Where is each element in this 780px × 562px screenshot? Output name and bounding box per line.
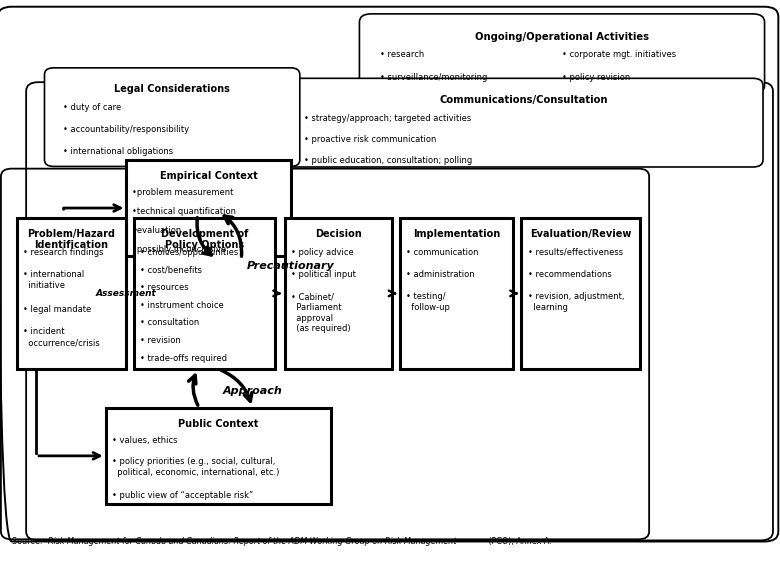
Text: • consultation: • consultation	[140, 319, 200, 328]
Text: Ongoing/Operational Activities: Ongoing/Operational Activities	[475, 32, 649, 42]
Text: • public education, consultation; polling: • public education, consultation; pollin…	[303, 156, 472, 165]
Text: Precautionary: Precautionary	[246, 261, 335, 271]
Text: • legal mandate: • legal mandate	[23, 305, 91, 314]
Text: • international
  initiative: • international initiative	[23, 270, 84, 290]
Text: •evaluation: •evaluation	[133, 226, 182, 235]
FancyBboxPatch shape	[360, 14, 764, 94]
Text: •technical quantification: •technical quantification	[133, 207, 236, 216]
Text: Empirical Context: Empirical Context	[160, 171, 257, 181]
Text: • revision, adjustment,
  learning: • revision, adjustment, learning	[527, 292, 624, 312]
Text: • Cabinet/
  Parliament
  approval
  (as required): • Cabinet/ Parliament approval (as requi…	[291, 292, 350, 333]
Text: Evaluation/Review: Evaluation/Review	[530, 229, 631, 239]
Text: • political input: • political input	[291, 270, 356, 279]
Text: • cost/benefits: • cost/benefits	[140, 266, 202, 275]
Bar	[105, 407, 332, 504]
Bar	[400, 217, 513, 369]
Bar	[285, 217, 392, 369]
Text: • choices/opportunities: • choices/opportunities	[140, 248, 239, 257]
Text: • recommendations: • recommendations	[527, 270, 612, 279]
Text: • incident
  occurrence/crisis: • incident occurrence/crisis	[23, 327, 100, 347]
Text: • testing/
  follow-up: • testing/ follow-up	[406, 292, 450, 312]
Text: • corporate mgt. initiatives: • corporate mgt. initiatives	[562, 49, 676, 58]
Text: • strategy/approach; targeted activities: • strategy/approach; targeted activities	[303, 114, 471, 123]
Bar	[522, 217, 640, 369]
Text: • communication: • communication	[406, 248, 479, 257]
Text: • research: • research	[380, 49, 424, 58]
Text: • international obligations: • international obligations	[63, 147, 173, 156]
Text: Problem/Hazard
Identification: Problem/Hazard Identification	[27, 229, 115, 250]
FancyBboxPatch shape	[44, 68, 300, 166]
Text: • surveillance/monitoring: • surveillance/monitoring	[380, 73, 488, 82]
Text: Implementation: Implementation	[413, 229, 500, 239]
Text: • trade-offs required: • trade-offs required	[140, 353, 227, 362]
Text: Legal Considerations: Legal Considerations	[114, 84, 230, 94]
Text: • accountability/responsibility: • accountability/responsibility	[63, 125, 189, 134]
Bar	[17, 217, 126, 369]
Text: • duty of care: • duty of care	[63, 103, 121, 112]
Text: • instrument choice: • instrument choice	[140, 301, 224, 310]
Text: Communications/Consultation: Communications/Consultation	[439, 96, 608, 106]
FancyBboxPatch shape	[285, 78, 763, 167]
Text: Assessment: Assessment	[96, 289, 157, 298]
Bar	[134, 217, 275, 369]
Text: • proactive risk communication: • proactive risk communication	[303, 135, 436, 144]
Text: •possibly inconclusive: •possibly inconclusive	[133, 244, 226, 253]
Text: • research findings: • research findings	[23, 248, 104, 257]
Text: •problem measurement: •problem measurement	[133, 188, 234, 197]
Text: Source:: Source:	[12, 537, 44, 546]
Text: • policy advice: • policy advice	[291, 248, 353, 257]
Text: Public Context: Public Context	[178, 419, 259, 429]
Text: • public view of “acceptable risk”: • public view of “acceptable risk”	[112, 491, 253, 500]
Text: • policy priorities (e.g., social, cultural,
  political, economic, internationa: • policy priorities (e.g., social, cultu…	[112, 457, 279, 477]
Text: Decision: Decision	[314, 229, 361, 239]
Bar	[126, 160, 291, 256]
Text: Approach: Approach	[222, 386, 282, 396]
Text: • values, ethics: • values, ethics	[112, 436, 177, 445]
Text: • policy revision: • policy revision	[562, 73, 630, 82]
Text: Development of
Policy Options: Development of Policy Options	[161, 229, 248, 250]
Text: Risk Management for Canada and Canadians: Report of the ADM Working Group on Ris: Risk Management for Canada and Canadians…	[48, 537, 456, 546]
Text: • revision: • revision	[140, 336, 181, 345]
Text: • results/effectiveness: • results/effectiveness	[527, 248, 622, 257]
Text: (PCO), Annex A.: (PCO), Annex A.	[485, 537, 551, 546]
Text: • administration: • administration	[406, 270, 475, 279]
Text: • resources: • resources	[140, 283, 189, 292]
